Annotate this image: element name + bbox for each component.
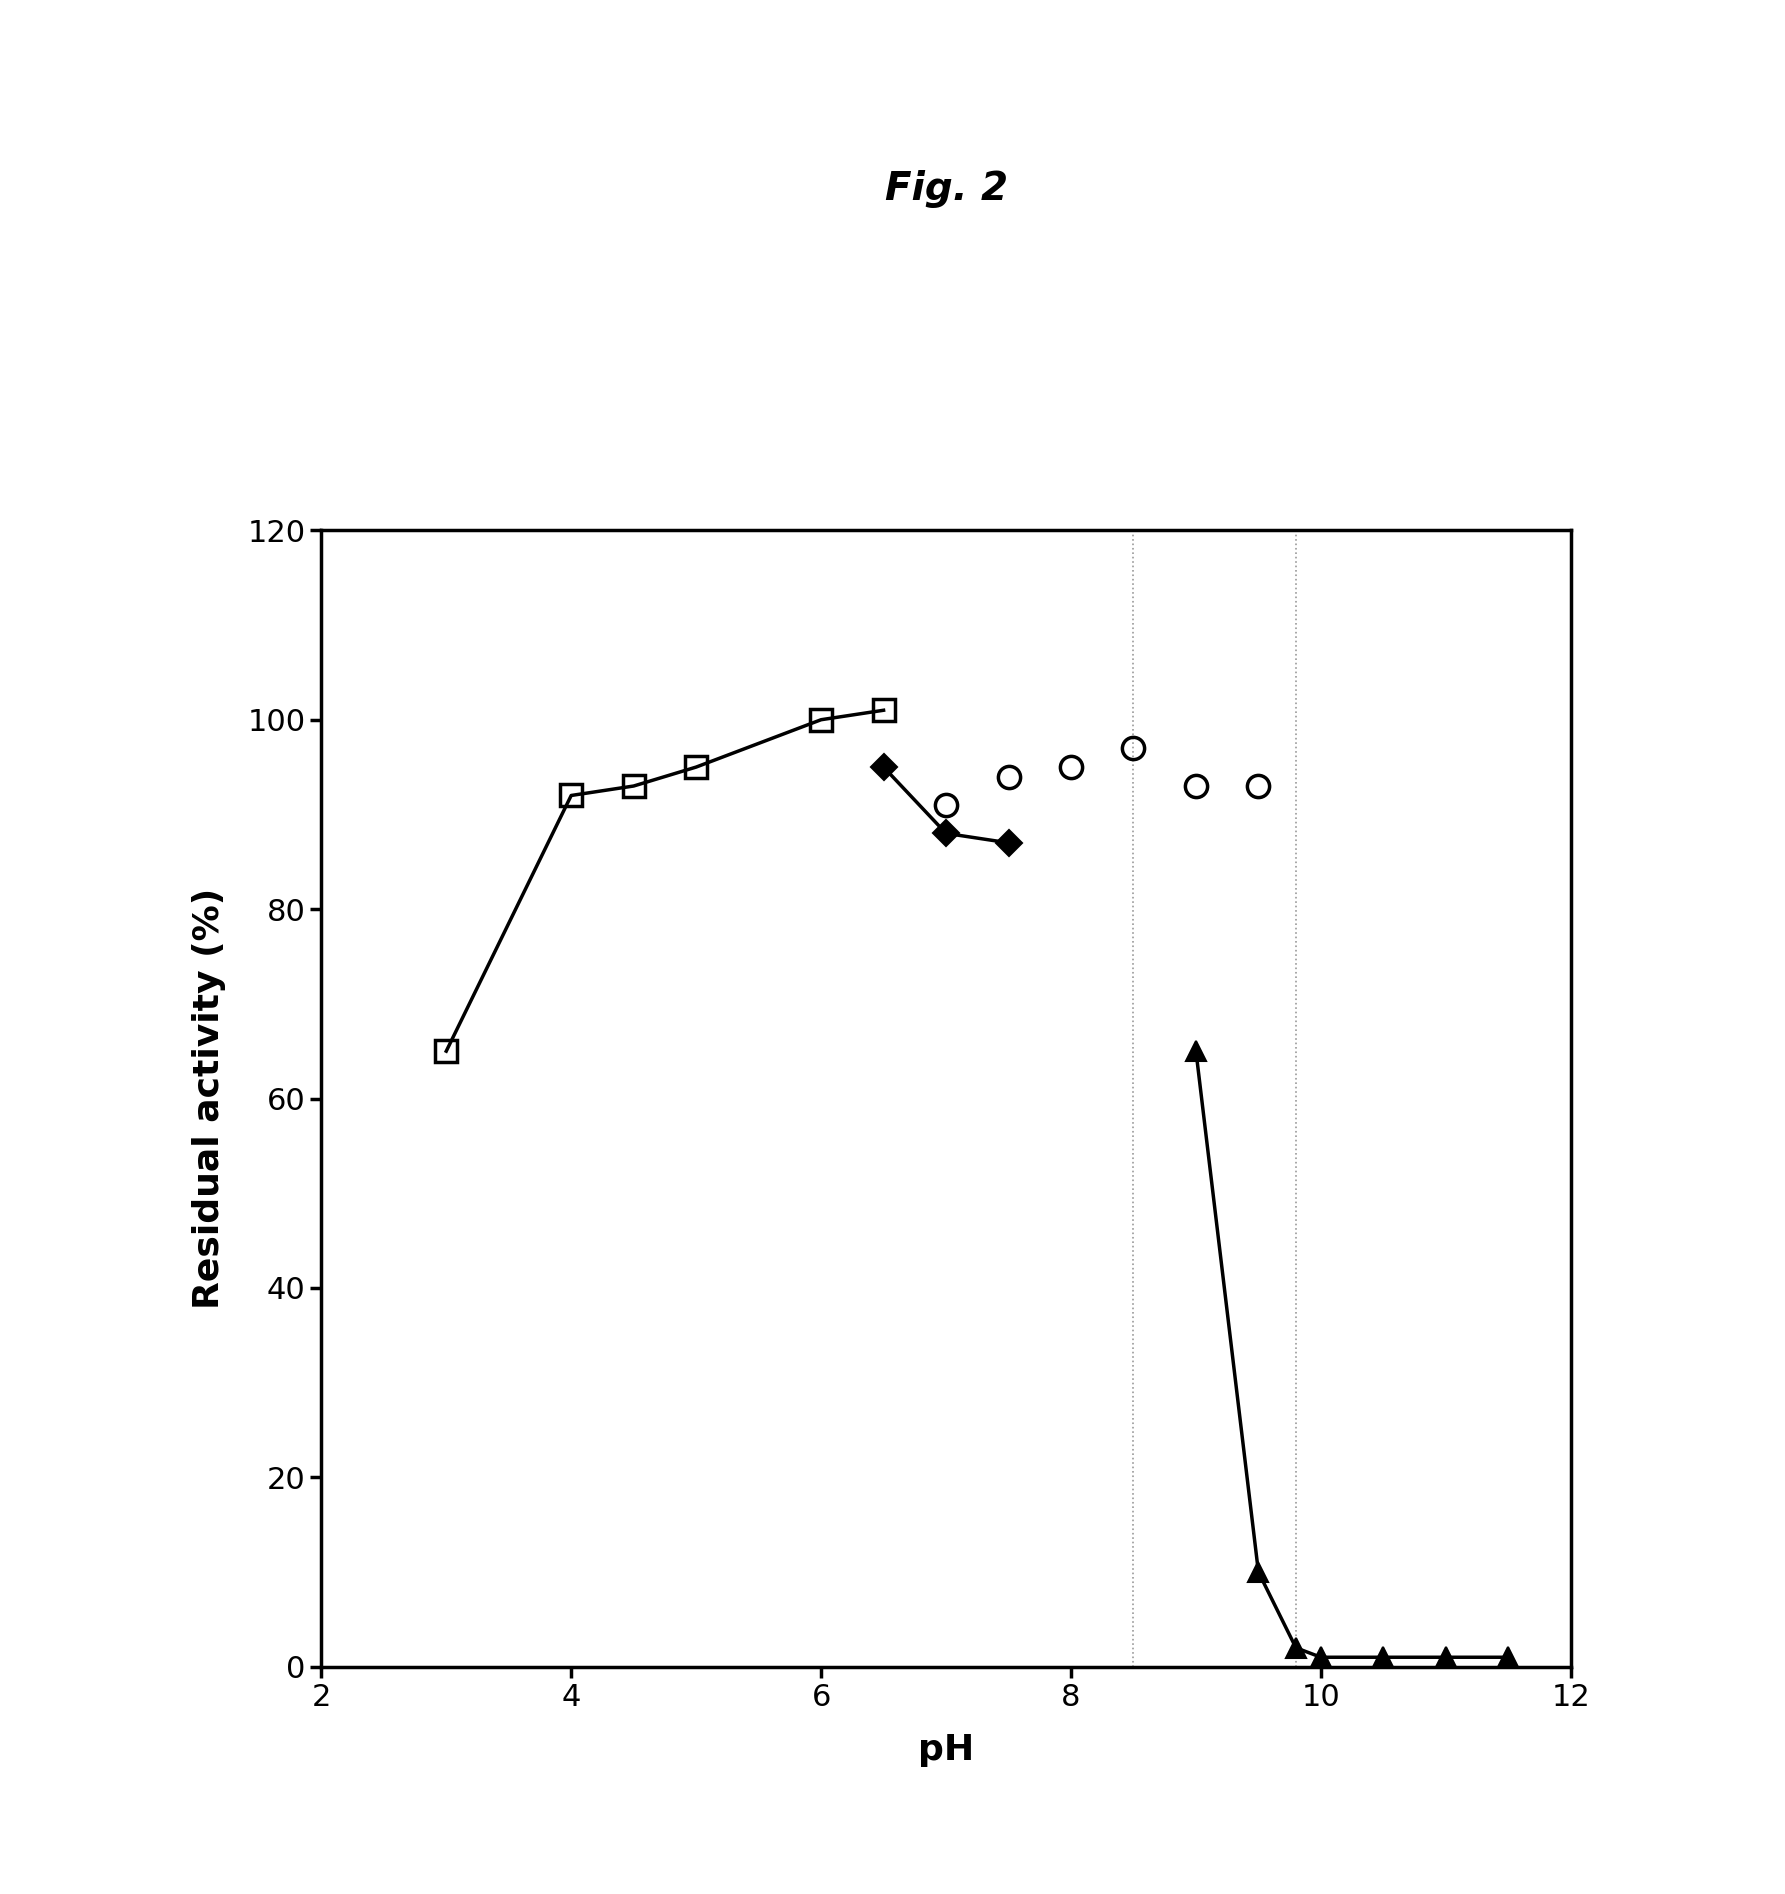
X-axis label: pH: pH (917, 1733, 975, 1767)
Text: Fig. 2: Fig. 2 (885, 170, 1007, 208)
Y-axis label: Residual activity (%): Residual activity (%) (193, 888, 227, 1309)
